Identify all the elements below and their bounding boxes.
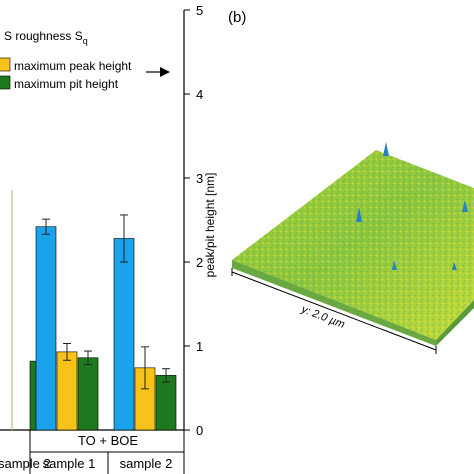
x-category-label: sample 2 [0, 456, 51, 471]
right-axis-tick-label: 3 [196, 171, 203, 186]
bar-rms [113, 238, 135, 431]
x-category-label: sample 2 [120, 456, 173, 471]
legend: S roughness Sq maximum peak height maxim… [0, 29, 170, 91]
y-axis-line [231, 271, 437, 351]
surface-spike [356, 207, 362, 222]
right-axis-tick-label: 2 [196, 255, 203, 270]
legend-swatch-peak [0, 57, 11, 72]
right-axis-tick-label: 4 [196, 87, 203, 102]
panel-b-label: (b) [228, 9, 246, 26]
bar-pit [77, 357, 99, 431]
right-axis-tick-label: 0 [196, 423, 203, 438]
surface-side-edge [436, 300, 474, 346]
surface-spike [383, 142, 389, 156]
surface-spike [452, 262, 457, 270]
legend-label-rms: S roughness Sq [4, 29, 88, 46]
panel-a-bar-chart: 0 1 2 3 4 5 TO + BOE sample 2 sample 1 sample… [0, 3, 217, 474]
surface-front-edge [232, 260, 436, 346]
surface-spike [462, 200, 468, 212]
legend-label-pit: maximum pit height [14, 77, 119, 91]
legend-label-peak: maximum peak height [14, 59, 132, 73]
bar-rms [35, 226, 57, 431]
surface-spike [392, 260, 397, 270]
right-axis-tick-label: 1 [196, 339, 203, 354]
surface-texture [232, 150, 474, 340]
right-axis-label: peak/pit height [nm] [203, 173, 217, 278]
legend-swatch-pit [0, 75, 11, 90]
arrow-head-icon [160, 67, 170, 77]
x-group-label: TO + BOE [78, 433, 138, 448]
bar-pit [155, 375, 177, 431]
right-axis-tick-label: 5 [196, 3, 203, 18]
x-category-label: sample 1 [43, 456, 96, 471]
bar-peak [56, 351, 78, 431]
panel-b-surface-plot: (b) y: 2.0 µm [228, 9, 474, 354]
